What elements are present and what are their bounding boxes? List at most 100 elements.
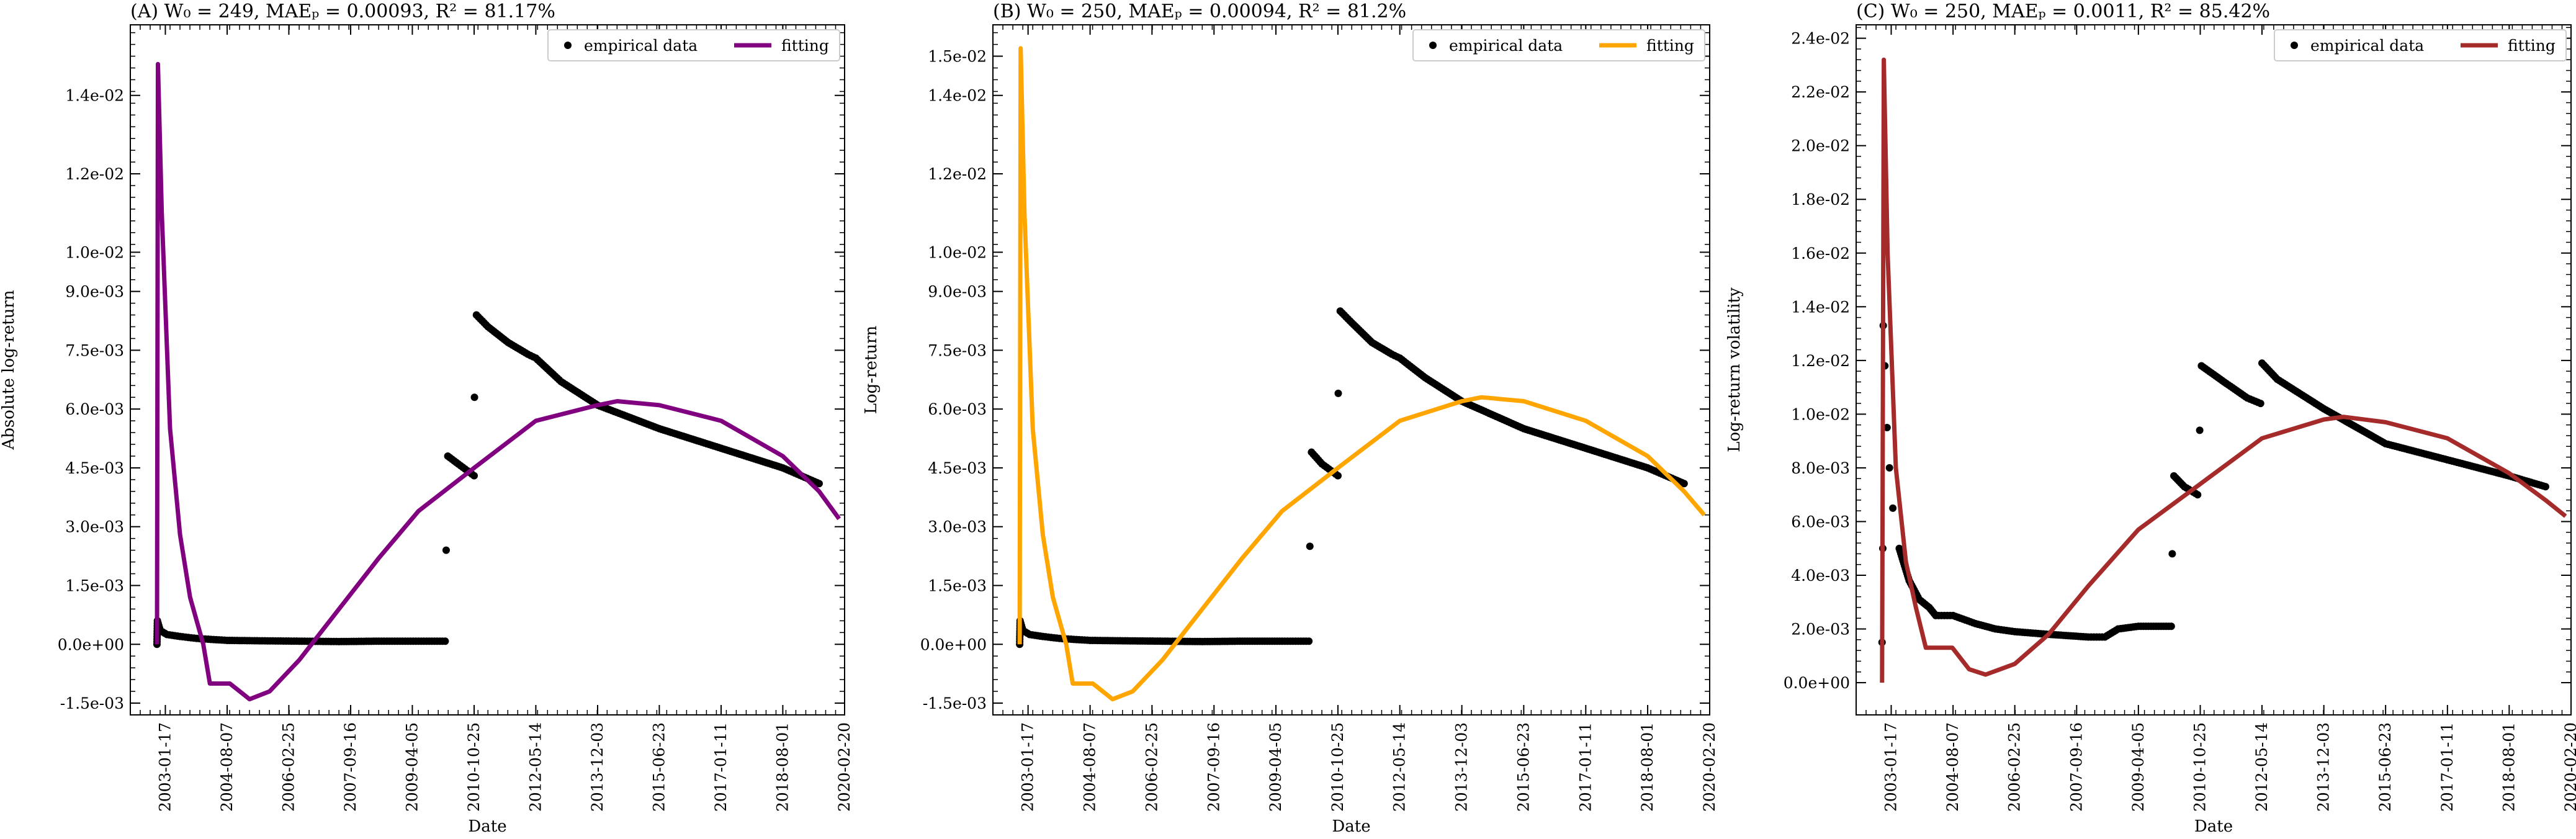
legend-label-fitting: fitting <box>781 37 829 55</box>
y-tick-label: 6.0e-03 <box>928 400 987 418</box>
empirical-data-point <box>2196 426 2204 434</box>
empirical-data-point <box>442 546 450 554</box>
empirical-data-point <box>333 637 341 645</box>
x-tick-label: 2018-08-01 <box>1638 722 1656 812</box>
empirical-data-point <box>2082 633 2090 641</box>
y-tick-label: 9.0e-03 <box>65 283 124 301</box>
x-tick-label: 2009-04-05 <box>2129 722 2147 812</box>
x-tick-label: 2010-10-25 <box>1329 722 1347 812</box>
chart-panel-3: (C) W₀ = 250, MAEₚ = 0.0011, R² = 85.42%… <box>1725 1 2576 836</box>
y-axis-label: Log-return volatility <box>1725 287 1744 452</box>
y-tick-label: 1.8e-02 <box>1791 191 1850 209</box>
legend-label-empirical: empirical data <box>1449 37 1563 55</box>
chart-title: (A) W₀ = 249, MAEₚ = 0.00093, R² = 81.17… <box>130 1 555 22</box>
empirical-data-point <box>1883 424 1891 432</box>
legend-marker-empirical <box>1429 42 1437 49</box>
x-tick-label: 2004-08-07 <box>218 722 236 812</box>
x-tick-label: 2020-02-20 <box>1700 722 1718 812</box>
y-tick-label: 1.0e-02 <box>65 243 124 261</box>
empirical-data-point <box>1052 634 1061 642</box>
y-tick-label: 4.5e-03 <box>65 459 124 477</box>
plot-frame <box>992 24 1710 716</box>
x-tick-label: 2006-02-25 <box>1142 722 1160 812</box>
legend-marker-empirical <box>564 42 572 49</box>
y-tick-label: 3.0e-03 <box>65 518 124 536</box>
empirical-data-point <box>2539 482 2547 490</box>
empirical-data-point <box>2168 550 2176 558</box>
y-tick-label: 9.0e-03 <box>928 283 987 301</box>
y-tick-label: 1.2e-02 <box>1791 352 1850 370</box>
legend-marker-empirical <box>2291 42 2298 49</box>
x-tick-label: 2020-02-20 <box>835 722 853 812</box>
plot-frame <box>1856 24 2572 716</box>
empirical-data-point <box>1885 464 1893 472</box>
legend: empirical data fitting <box>2274 29 2567 61</box>
y-tick-label: 1.2e-02 <box>65 165 124 183</box>
x-tick-label: 2003-01-17 <box>1019 722 1037 812</box>
x-tick-label: 2012-05-14 <box>2253 722 2271 812</box>
y-tick-label: 7.5e-03 <box>928 341 987 359</box>
series-group <box>1016 46 1706 702</box>
legend-label-fitting: fitting <box>2508 37 2556 55</box>
empirical-data-point <box>220 636 228 644</box>
y-tick-label: 1.5e-02 <box>928 48 987 66</box>
x-tick-label: 2010-10-25 <box>465 722 483 812</box>
x-tick-label: 2013-12-03 <box>588 722 606 812</box>
plot-frame <box>130 24 845 716</box>
x-tick-label: 2015-06-23 <box>650 722 668 812</box>
empirical-data-point <box>439 637 447 645</box>
legend-box <box>1412 29 1705 61</box>
y-tick-label: 0.0e+00 <box>1784 674 1850 692</box>
empirical-data-point <box>1302 637 1310 645</box>
x-axis-label: Date <box>2194 817 2233 836</box>
legend-box <box>547 29 840 61</box>
legend: empirical data fitting <box>547 29 840 61</box>
series-group <box>1878 57 2567 683</box>
y-tick-label: 1.5e-03 <box>65 577 124 595</box>
empirical-data-point <box>293 637 301 645</box>
x-tick-label: 2020-02-20 <box>2562 722 2576 812</box>
y-tick-label: 3.0e-03 <box>928 518 987 536</box>
chart-title: (B) W₀ = 250, MAEₚ = 0.00094, R² = 81.2% <box>993 1 1406 22</box>
legend-label-empirical: empirical data <box>584 37 698 55</box>
y-tick-label: 2.0e-02 <box>1791 137 1850 155</box>
series-group <box>153 61 841 702</box>
legend-label-fitting: fitting <box>1646 37 1694 55</box>
x-tick-label: 2007-09-16 <box>2067 722 2085 812</box>
x-axis-label: Date <box>1332 817 1370 836</box>
x-tick-label: 2009-04-05 <box>1267 722 1285 812</box>
empirical-data-point <box>1276 637 1284 645</box>
legend-label-empirical: empirical data <box>2310 37 2424 55</box>
y-tick-label: -1.5e-03 <box>923 694 987 712</box>
chart-title: (C) W₀ = 250, MAEₚ = 0.0011, R² = 85.42% <box>1856 1 2270 22</box>
fitting-line <box>155 61 841 702</box>
x-tick-label: 2006-02-25 <box>279 722 297 812</box>
empirical-data-point <box>470 393 478 402</box>
x-tick-label: 2010-10-25 <box>2191 722 2209 812</box>
y-tick-label: 2.2e-02 <box>1791 83 1850 101</box>
y-axis-label: Absolute log-return <box>0 290 18 450</box>
y-tick-label: 8.0e-03 <box>1791 459 1850 477</box>
x-tick-label: 2003-01-17 <box>1882 722 1900 812</box>
chart-panel-2: (B) W₀ = 250, MAEₚ = 0.00094, R² = 81.2%… <box>862 1 1718 836</box>
x-tick-label: 2004-08-07 <box>1081 722 1099 812</box>
y-tick-label: 0.0e+00 <box>920 635 987 653</box>
x-axis-label: Date <box>468 817 506 836</box>
x-tick-label: 2018-08-01 <box>2500 722 2518 812</box>
empirical-data-point <box>372 637 380 645</box>
x-tick-label: 2013-12-03 <box>2315 722 2333 812</box>
empirical-data-point <box>190 634 198 642</box>
y-tick-label: 4.0e-03 <box>1791 567 1850 585</box>
empirical-data-point <box>1334 389 1342 397</box>
empirical-data-point <box>412 637 420 645</box>
empirical-data-point <box>1306 542 1314 550</box>
x-tick-label: 2017-01-11 <box>1576 722 1594 812</box>
x-tick-label: 2017-01-11 <box>2438 722 2456 812</box>
y-tick-label: 1.0e-02 <box>1791 405 1850 423</box>
y-tick-label: 1.5e-03 <box>928 577 987 595</box>
y-tick-label: 6.0e-03 <box>65 400 124 418</box>
y-tick-label: 2.0e-03 <box>1791 621 1850 639</box>
y-tick-label: 1.4e-02 <box>928 87 987 105</box>
empirical-data-point <box>2254 398 2262 406</box>
